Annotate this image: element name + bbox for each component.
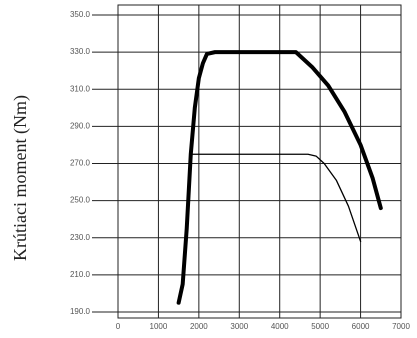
x-tick-label: 6000 — [352, 322, 370, 331]
x-tick-label: 1000 — [150, 322, 168, 331]
y-tick-label: 210.0 — [70, 270, 91, 279]
y-tick-label: 330.0 — [70, 47, 91, 56]
y-axis-label: Krútiaci moment (Nm) — [10, 95, 31, 261]
y-tick-label: 190.0 — [70, 307, 91, 316]
torque-line — [176, 50, 383, 305]
y-tick-label: 290.0 — [70, 121, 91, 130]
x-tick-label: 4000 — [271, 322, 289, 331]
x-tick-label: 2000 — [190, 322, 208, 331]
torque-line — [190, 153, 362, 243]
x-tick-label: 7000 — [392, 322, 410, 331]
y-tick-label: 350.0 — [70, 10, 91, 19]
y-tick-label: 270.0 — [70, 159, 91, 168]
x-tick-label: 0 — [116, 322, 121, 331]
y-tick-label: 310.0 — [70, 84, 91, 93]
x-tick-label: 3000 — [230, 322, 248, 331]
x-tick-label: 5000 — [311, 322, 329, 331]
y-tick-label: 230.0 — [70, 233, 91, 242]
y-tick-label: 250.0 — [70, 196, 91, 205]
